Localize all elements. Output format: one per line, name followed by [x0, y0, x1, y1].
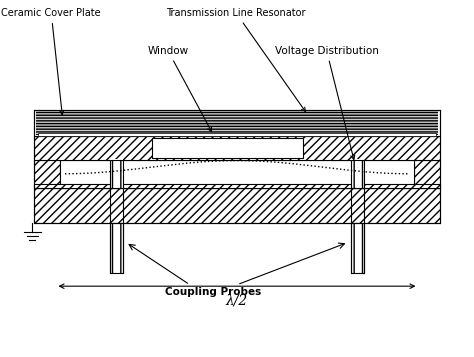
Bar [351, 159, 364, 189]
Bar [351, 160, 364, 188]
Bar [35, 136, 439, 160]
Bar [110, 223, 123, 273]
Bar [110, 159, 123, 189]
Bar [35, 160, 60, 188]
Bar [152, 138, 303, 158]
Bar [38, 133, 436, 136]
Bar [414, 160, 439, 188]
Bar [36, 111, 438, 135]
Bar [35, 184, 439, 188]
Text: Window: Window [147, 46, 211, 131]
Text: Coupling Probes: Coupling Probes [165, 287, 262, 297]
Bar [110, 160, 123, 188]
Text: Voltage Distribution: Voltage Distribution [275, 46, 379, 160]
Bar [35, 188, 439, 223]
Bar [60, 160, 414, 188]
Bar [35, 110, 439, 136]
Text: Transmission Line Resonator: Transmission Line Resonator [166, 8, 306, 111]
Text: λ/2: λ/2 [226, 293, 248, 307]
Text: Ceramic Cover Plate: Ceramic Cover Plate [1, 8, 101, 115]
Bar [351, 223, 364, 273]
